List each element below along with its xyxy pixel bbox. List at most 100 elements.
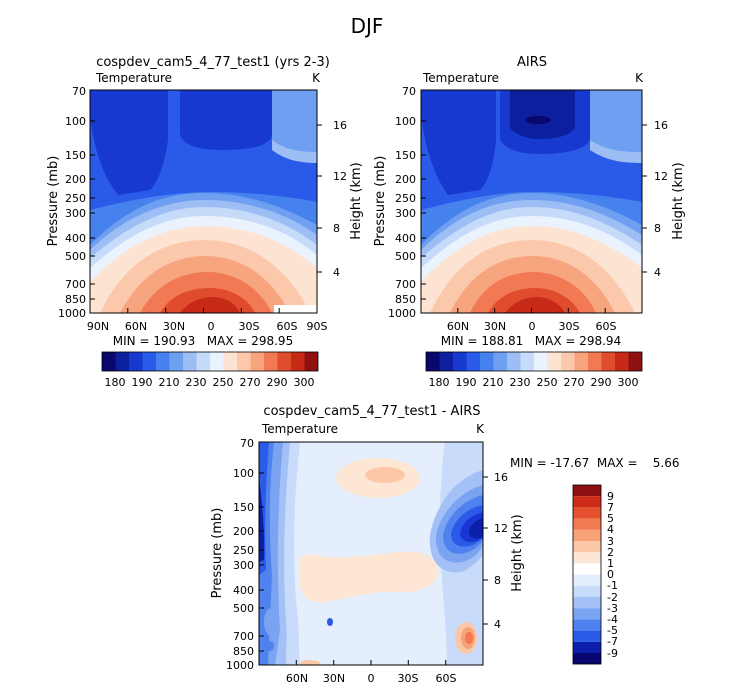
x-tick-label: 30N — [163, 320, 185, 333]
x-tick-label: 0 — [208, 320, 215, 333]
colorbar-label: 0 — [607, 568, 614, 581]
colorbar-cell — [196, 352, 210, 371]
colorbar-cell — [573, 585, 601, 597]
y-ticks: 70 100 150 200 250 300 400 500 700 850 1… — [226, 437, 264, 672]
colorbar-cell — [210, 352, 224, 371]
y-axis-label: Pressure (mb) — [210, 508, 225, 599]
colorbar-cell — [156, 352, 170, 371]
contour-band — [465, 632, 473, 644]
contour-band — [259, 480, 265, 562]
panel-diff: cospdev_cam5_4_77_test1 - AIRS Temperatu… — [210, 404, 680, 685]
y-tick-label: 200 — [395, 173, 416, 186]
colorbar-cell — [573, 563, 601, 575]
contour-band — [272, 90, 317, 152]
min-max-text: MIN = 188.81 MAX = 298.94 — [441, 334, 621, 348]
y-tick-label: 150 — [233, 501, 254, 514]
x-ticks: 90N 60N 30N 0 30S 60S 90S — [87, 308, 328, 333]
y2-axis-label: Height (km) — [349, 162, 364, 239]
y-tick-label: 300 — [65, 207, 86, 220]
x-tick-label: 0 — [529, 320, 536, 333]
colorbar-cell — [439, 352, 453, 371]
x-tick-label: 60N — [447, 320, 469, 333]
y-tick-label: 250 — [65, 192, 86, 205]
y2-ticks: 16 12 8 4 — [642, 119, 668, 279]
field-label: Temperature — [261, 422, 338, 436]
colorbar-label: -7 — [607, 635, 618, 648]
x-tick-label: 60S — [277, 320, 298, 333]
colorbar-label: 4 — [607, 523, 614, 536]
y-ticks: 70 100 150 200 250 300 400 500 700 850 1… — [388, 85, 426, 320]
contour-band — [590, 90, 642, 152]
contour-band — [266, 641, 274, 651]
colorbar-label: 250 — [537, 376, 558, 389]
y-tick-label: 150 — [395, 149, 416, 162]
colorbar-cell — [250, 352, 264, 371]
x-ticks: 60N 30N 0 30S 60S — [447, 308, 617, 333]
colorbar-label: 2 — [607, 546, 614, 559]
colorbar-cell — [573, 597, 601, 609]
min-max-text: MIN = -17.67 MAX = 5.66 — [510, 456, 680, 470]
colorbar-label: 300 — [294, 376, 315, 389]
x-tick-label: 60N — [125, 320, 147, 333]
colorbar-cell — [426, 352, 440, 371]
contour-band — [505, 297, 565, 313]
field-label: Temperature — [422, 71, 499, 85]
colorbar-cell — [573, 496, 601, 508]
min-max-text: MIN = 190.93 MAX = 298.95 — [113, 334, 293, 348]
x-tick-label: 30N — [484, 320, 506, 333]
contour-band — [180, 297, 240, 313]
y2-tick-label: 4 — [333, 266, 340, 279]
colorbar-cell — [573, 630, 601, 642]
colorbar: 9 7 5 4 3 2 1 0 -1 -2 -3 -4 -5 -7 -9 — [572, 484, 618, 665]
colorbar-cell — [480, 352, 494, 371]
contour-band — [421, 90, 496, 195]
y-tick-label: 70 — [402, 85, 416, 98]
x-ticks: 60N 30N 0 30S 60S — [286, 660, 457, 685]
colorbar-cell — [115, 352, 129, 371]
y-tick-label: 100 — [65, 115, 86, 128]
colorbar-cell — [601, 352, 615, 371]
colorbar-cell — [573, 485, 601, 497]
colorbar-cell — [588, 352, 602, 371]
y-tick-label: 400 — [395, 232, 416, 245]
colorbar-cell — [493, 352, 507, 371]
y2-tick-label: 12 — [333, 170, 347, 183]
colorbar-label: 3 — [607, 535, 614, 548]
colorbar-cell — [573, 653, 601, 665]
contour-band — [264, 608, 278, 636]
colorbar-label: 180 — [105, 376, 126, 389]
colorbar-label: 180 — [429, 376, 450, 389]
colorbar: 180 190 210 230 250 270 290 300 — [425, 351, 643, 389]
y-tick-label: 1000 — [226, 659, 254, 672]
colorbar-label: 270 — [564, 376, 585, 389]
y2-tick-label: 4 — [654, 266, 661, 279]
colorbar-cell — [129, 352, 143, 371]
colorbar-label: 210 — [159, 376, 180, 389]
x-tick-label: 30S — [559, 320, 580, 333]
y-axis-label: Pressure (mb) — [373, 156, 388, 247]
colorbar-cell — [520, 352, 534, 371]
y2-tick-label: 8 — [654, 222, 661, 235]
y2-ticks: 16 12 8 4 — [483, 471, 508, 631]
colorbar-label: -9 — [607, 647, 618, 660]
y-tick-label: 400 — [65, 232, 86, 245]
y2-tick-label: 16 — [494, 471, 508, 484]
x-tick-label: 30S — [398, 672, 419, 685]
contour-field — [259, 442, 483, 665]
colorbar-cell — [277, 352, 291, 371]
colorbar: 180 190 210 230 250 270 290 300 — [101, 351, 319, 389]
colorbar-label: 230 — [186, 376, 207, 389]
contour-band — [365, 467, 405, 483]
y-tick-label: 850 — [65, 293, 86, 306]
colorbar-cell — [573, 541, 601, 553]
y-tick-label: 70 — [72, 85, 86, 98]
contour-band — [300, 660, 320, 665]
colorbar-cell — [102, 352, 116, 371]
colorbar-label: 190 — [132, 376, 153, 389]
y-tick-label: 500 — [65, 250, 86, 263]
colorbar-cell — [183, 352, 197, 371]
contour-band — [468, 518, 483, 539]
colorbar-label: -4 — [607, 613, 618, 626]
panel-title: AIRS — [517, 55, 547, 70]
colorbar-label: 230 — [510, 376, 531, 389]
